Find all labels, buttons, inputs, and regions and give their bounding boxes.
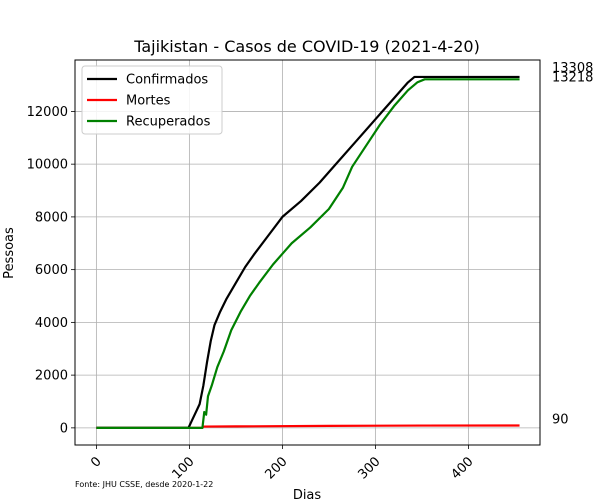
- y-tick-label: 6000: [35, 263, 68, 278]
- series-line-recuperados: [96, 78, 520, 429]
- x-axis-label: Dias: [293, 488, 322, 500]
- end-label-mortes: 90: [552, 412, 569, 427]
- y-tick-label: 2000: [35, 369, 68, 384]
- end-label-confirmados: 13308: [552, 61, 593, 76]
- series-line-confirmados: [96, 75, 520, 429]
- legend-label-confirmados: Confirmados: [126, 73, 208, 88]
- y-axis-label: Pessoas: [2, 227, 17, 279]
- y-tick-label: 0: [60, 421, 68, 436]
- y-tick-label: 12000: [27, 105, 68, 120]
- y-tick-label: 8000: [35, 210, 68, 225]
- chart-title: Tajikistan - Casos de COVID-19 (2021-4-2…: [133, 37, 480, 56]
- legend: Confirmados Mortes Recuperados: [81, 65, 223, 135]
- legend-box: [81, 65, 223, 135]
- end-label-recuperados: 13218: [552, 70, 593, 85]
- y-tick-label: 10000: [27, 158, 68, 173]
- source-note: Fonte: JHU CSSE, desde 2020-1-22: [75, 480, 213, 489]
- legend-label-mortes: Mortes: [126, 94, 171, 109]
- series-layer: [96, 75, 520, 429]
- y-tick-label: 4000: [35, 316, 68, 331]
- legend-label-recuperados: Recuperados: [126, 115, 211, 130]
- plot-frame: [74, 59, 541, 446]
- end-labels: 13308 90 13218: [552, 61, 593, 428]
